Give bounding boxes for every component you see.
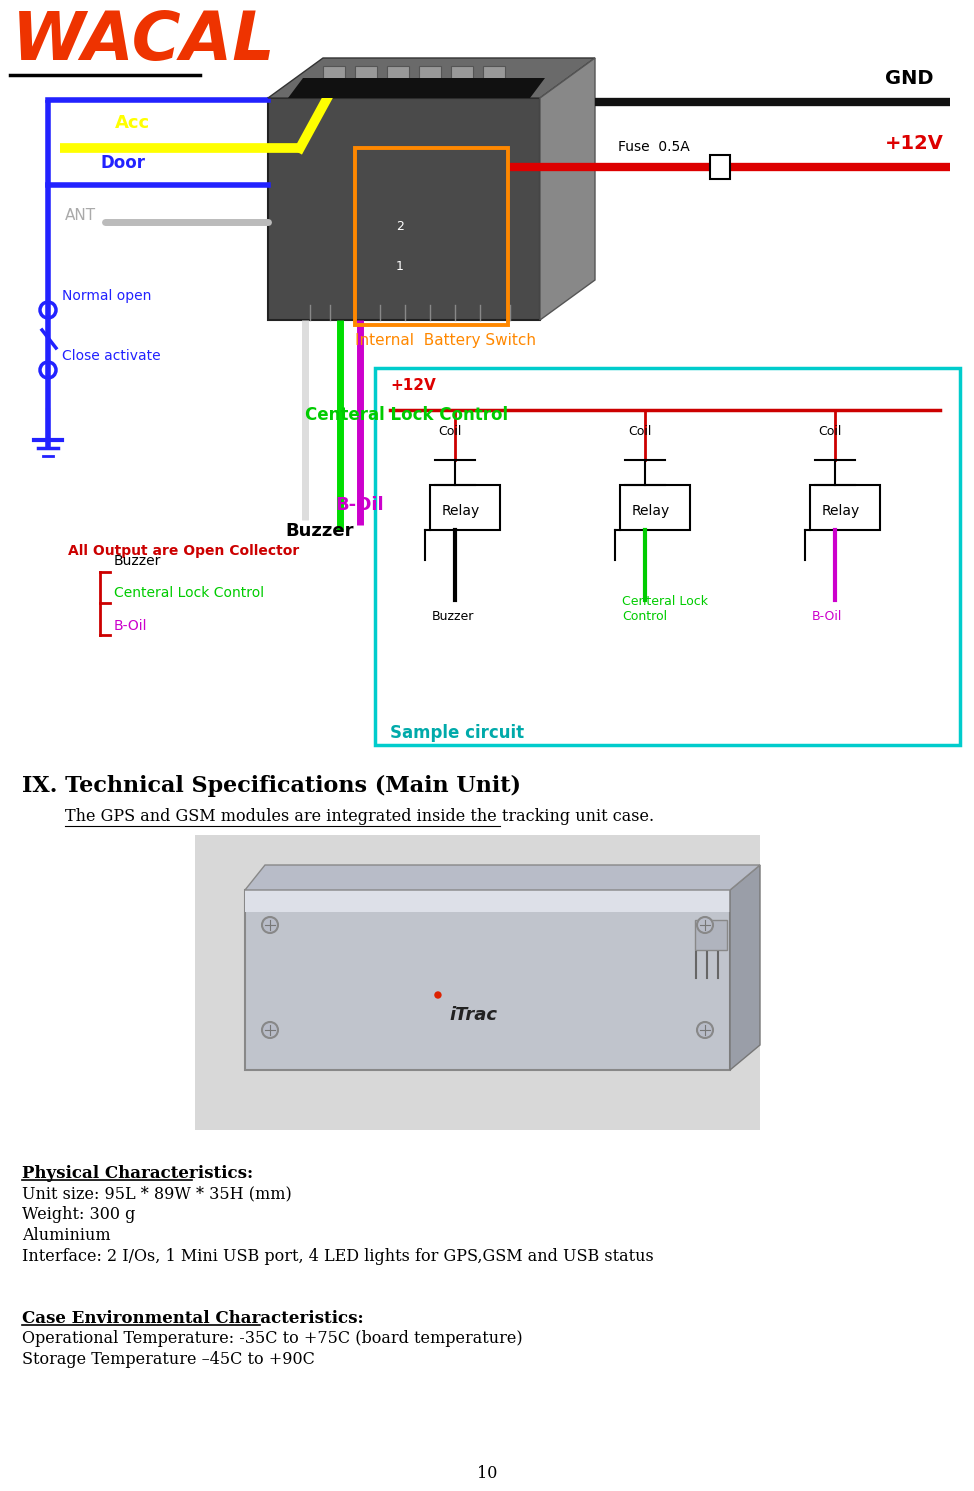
Text: 10: 10 [477,1466,497,1482]
Text: Sample circuit: Sample circuit [390,725,524,743]
Text: Normal open: Normal open [62,289,151,303]
Circle shape [435,992,441,997]
Text: Acc: Acc [115,113,150,133]
Text: 2: 2 [396,221,404,233]
Text: B-Oil: B-Oil [114,619,147,634]
Polygon shape [730,865,760,1071]
Bar [710,155,730,179]
Text: 1: 1 [396,259,404,273]
Circle shape [262,1021,278,1038]
Bar [810,485,880,529]
Text: +12V: +12V [885,134,944,154]
Polygon shape [451,66,473,89]
Text: GND: GND [885,69,933,88]
Polygon shape [355,66,377,89]
Bar [245,890,730,1071]
Text: Centeral Lock Control: Centeral Lock Control [305,406,508,423]
Text: Interface: 2 I/Os, 1 Mini USB port, 4 LED lights for GPS,GSM and USB status: Interface: 2 I/Os, 1 Mini USB port, 4 LE… [22,1248,654,1264]
Text: Fuse  0.5A: Fuse 0.5A [618,140,690,154]
Text: Aluminium: Aluminium [22,1227,111,1243]
Circle shape [262,917,278,933]
Text: The GPS and GSM modules are integrated inside the tracking unit case.: The GPS and GSM modules are integrated i… [65,808,655,825]
Text: B-Oil: B-Oil [812,610,843,623]
Text: Buzzer: Buzzer [432,610,474,623]
Text: Unit size: 95L * 89W * 35H (mm): Unit size: 95L * 89W * 35H (mm) [22,1185,292,1202]
Bar [355,148,508,325]
Text: ANT: ANT [65,209,96,224]
Text: Coil: Coil [818,425,842,438]
Bar [430,485,500,529]
Text: Internal  Battery Switch: Internal Battery Switch [355,332,536,347]
Polygon shape [387,66,409,89]
Bar [268,98,540,321]
Text: Buzzer: Buzzer [285,522,354,540]
Polygon shape [483,66,505,89]
Text: Storage Temperature –45C to +90C: Storage Temperature –45C to +90C [22,1351,315,1369]
Text: IX. Technical Specifications (Main Unit): IX. Technical Specifications (Main Unit) [22,775,521,798]
Text: iTrac: iTrac [449,1006,498,1024]
Bar [695,920,727,950]
Polygon shape [288,78,545,98]
Polygon shape [245,865,760,890]
Text: Buzzer: Buzzer [114,555,162,568]
Text: WACAL: WACAL [12,7,276,75]
Polygon shape [540,58,595,321]
Text: Coil: Coil [438,425,462,438]
Text: Relay: Relay [442,504,480,517]
Text: Coil: Coil [628,425,652,438]
Bar [245,890,730,912]
Polygon shape [419,66,441,89]
Bar [195,835,760,1130]
Text: Centeral Lock
Control: Centeral Lock Control [622,595,708,623]
Text: +12V: +12V [390,379,435,394]
Text: Case Environmental Characteristics:: Case Environmental Characteristics: [22,1311,363,1327]
Text: Weight: 300 g: Weight: 300 g [22,1206,135,1223]
Circle shape [697,1021,713,1038]
Text: Physical Characteristics:: Physical Characteristics: [22,1164,253,1182]
Text: Centeral Lock Control: Centeral Lock Control [114,586,264,599]
Text: All Output are Open Collector: All Output are Open Collector [68,544,299,558]
Bar [620,485,690,529]
Bar [375,368,960,746]
Text: Relay: Relay [632,504,670,517]
Polygon shape [268,58,595,98]
Text: Door: Door [100,154,145,171]
Polygon shape [323,66,345,89]
Text: Relay: Relay [822,504,860,517]
Text: Operational Temperature: -35C to +75C (board temperature): Operational Temperature: -35C to +75C (b… [22,1330,523,1346]
Circle shape [697,917,713,933]
Text: Close activate: Close activate [62,349,161,362]
Text: B-Oil: B-Oil [335,497,384,514]
